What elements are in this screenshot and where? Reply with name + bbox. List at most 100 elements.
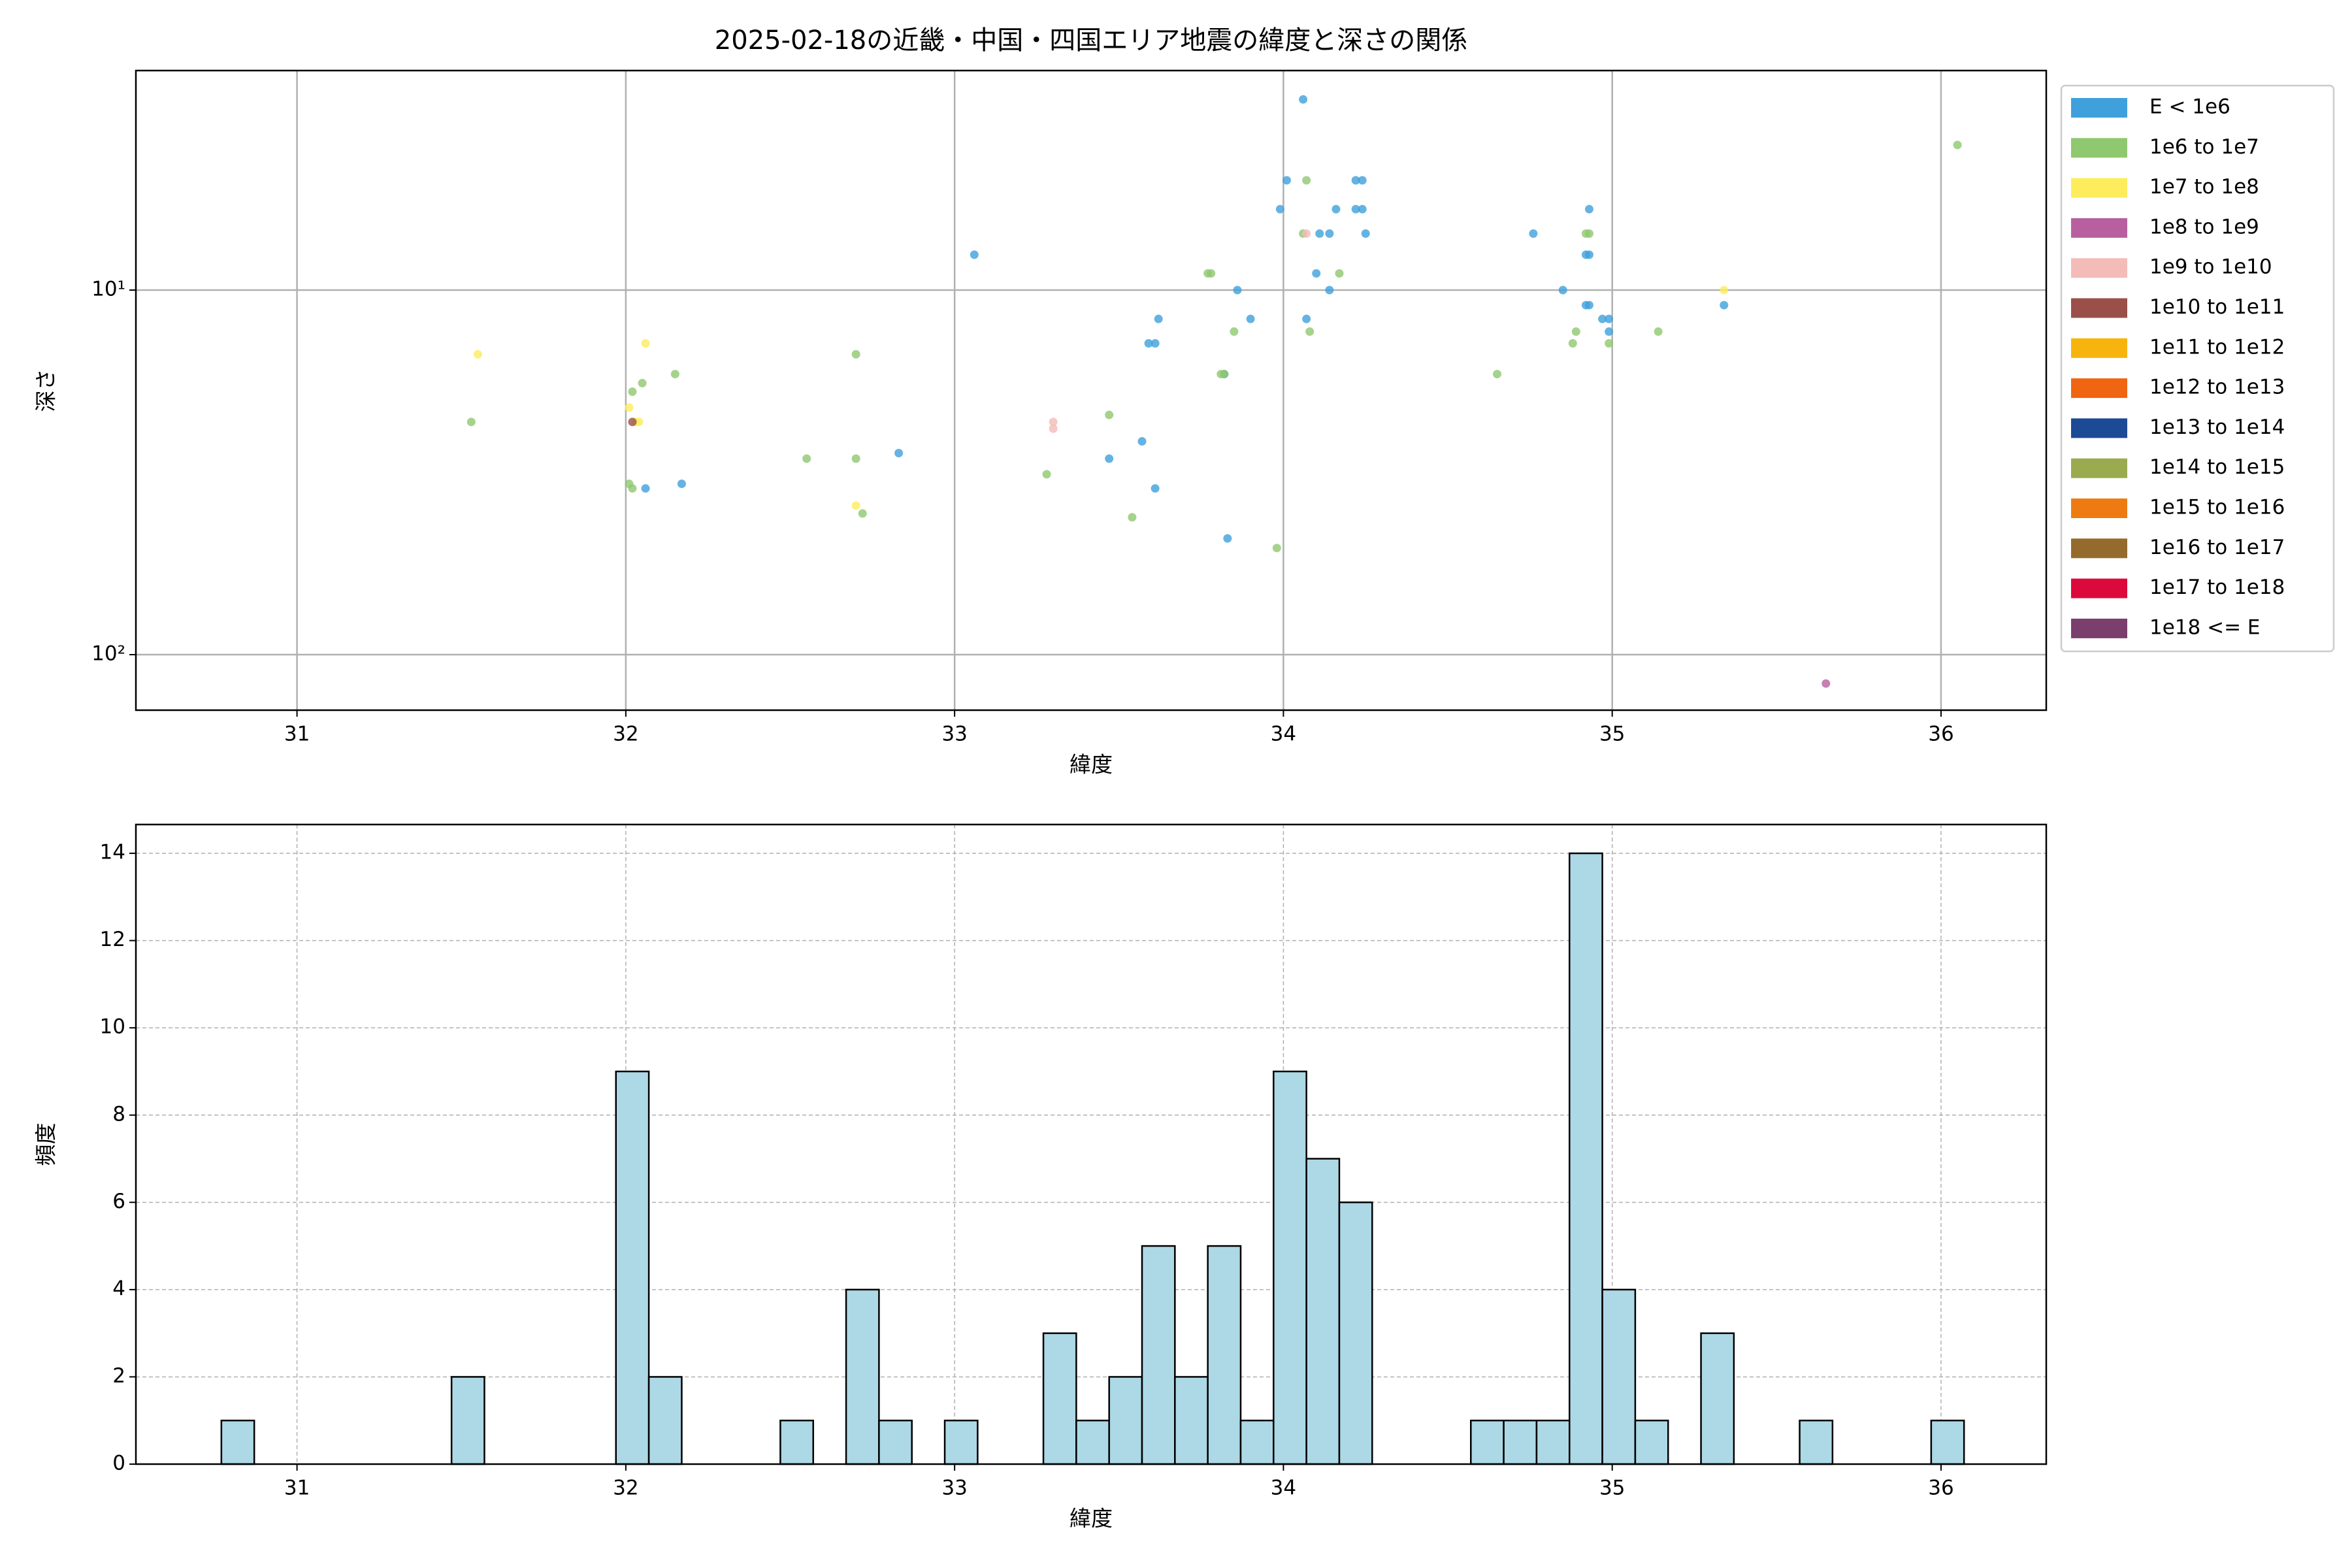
scatter-point: [1299, 95, 1308, 104]
x-axis-label: 緯度: [1070, 1506, 1113, 1531]
scatter-point: [1154, 314, 1163, 323]
scatter-point: [1151, 339, 1160, 348]
histogram-bar: [1141, 1245, 1176, 1465]
legend: E < 1e6 1e6 to 1e7 1e7 to 1e8 1e8 to 1e9 1e9…: [2060, 84, 2335, 653]
scatter-point: [628, 387, 637, 397]
scatter-point: [1605, 339, 1614, 348]
legend-swatch: [2071, 618, 2127, 638]
y-tick-label: 14: [100, 841, 125, 864]
legend-swatch: [2071, 258, 2127, 278]
scatter-point: [1568, 339, 1577, 348]
x-tick-label: 34: [1271, 723, 1296, 746]
histogram-bar: [220, 1419, 255, 1465]
y-axis-label: 深さ: [33, 369, 59, 412]
y-tick-label: 8: [112, 1102, 125, 1126]
x-tick-label: 31: [284, 1477, 310, 1500]
legend-swatch: [2071, 178, 2127, 198]
x-tick-label: 33: [941, 1477, 967, 1500]
scatter-point: [1275, 204, 1284, 214]
histogram-bar: [1042, 1332, 1077, 1465]
histogram-bar: [1503, 1419, 1538, 1465]
scatter-point: [1605, 314, 1614, 323]
legend-label: 1e7 to 1e8: [2149, 175, 2259, 199]
scatter-point: [802, 454, 811, 463]
scatter-point: [1220, 370, 1229, 379]
histogram-bar: [647, 1376, 683, 1465]
scatter-point: [858, 509, 867, 518]
x-tick-label: 36: [1928, 1477, 1953, 1500]
histogram-bar: [1338, 1201, 1373, 1465]
legend-swatch: [2071, 498, 2127, 518]
histogram-bar: [878, 1419, 913, 1465]
legend-label: 1e14 to 1e15: [2149, 455, 2285, 479]
legend-swatch: [2071, 138, 2127, 158]
scatter-point: [1305, 327, 1315, 336]
x-axis-label: 緯度: [1070, 752, 1113, 777]
y-tick-label: 10¹: [91, 277, 125, 301]
scatter-point: [1605, 327, 1614, 336]
scatter-point: [1144, 339, 1153, 348]
scatter-point: [1282, 176, 1291, 185]
scatter-point: [1584, 301, 1593, 310]
scatter-point: [625, 403, 634, 412]
scatter-point: [1493, 370, 1502, 379]
legend-label: 1e13 to 1e14: [2149, 416, 2285, 439]
legend-swatch: [2071, 418, 2127, 438]
y-tick-label: 10: [100, 1015, 125, 1039]
scatter-point: [1953, 140, 1962, 150]
scatter-point: [1302, 229, 1311, 238]
scatter-point: [1821, 679, 1831, 688]
legend-label: 1e17 to 1e18: [2149, 576, 2285, 599]
scatter-point: [1325, 286, 1334, 295]
y-axis-label: 頻度: [33, 1123, 59, 1166]
plot-frame: [135, 69, 2048, 711]
histogram-bar: [615, 1070, 650, 1465]
x-tick-label: 32: [613, 723, 638, 746]
histogram-bar: [1569, 852, 1603, 1465]
legend-label: 1e11 to 1e12: [2149, 335, 2285, 359]
scatter-point: [851, 454, 860, 463]
y-tick-label: 0: [112, 1452, 125, 1475]
legend-label: 1e10 to 1e11: [2149, 295, 2285, 319]
histogram-bar: [1799, 1419, 1834, 1465]
legend-swatch: [2071, 218, 2127, 238]
scatter-point: [1529, 229, 1538, 238]
scatter-point: [1246, 314, 1255, 323]
scatter-point: [677, 480, 686, 489]
scatter-point: [1720, 301, 1729, 310]
legend-swatch: [2071, 458, 2127, 478]
legend-swatch: [2071, 378, 2127, 399]
histogram-bar: [450, 1376, 485, 1465]
scatter-point: [1654, 327, 1663, 336]
legend-frame: [2060, 84, 2335, 653]
scatter-point: [1720, 286, 1729, 295]
histogram-bar: [1174, 1376, 1209, 1465]
scatter-point: [1571, 327, 1580, 336]
scatter-point: [1584, 250, 1593, 259]
scatter-point: [1128, 513, 1137, 522]
scatter-point: [1598, 314, 1607, 323]
histogram-bar: [1601, 1288, 1637, 1465]
histogram-bar: [779, 1419, 814, 1465]
scatter-point: [970, 250, 979, 259]
legend-label: 1e6 to 1e7: [2149, 135, 2259, 159]
scatter-point: [1105, 410, 1114, 419]
histogram-bar: [1535, 1419, 1571, 1465]
scatter-point: [1042, 470, 1051, 479]
scatter-point: [1584, 229, 1593, 238]
y-tick-label: 12: [100, 928, 125, 951]
legend-swatch: [2071, 298, 2127, 318]
scatter-point: [1302, 314, 1311, 323]
scatter-point: [1358, 176, 1367, 185]
histogram-bar: [1470, 1419, 1505, 1465]
scatter-point: [1302, 176, 1311, 185]
scatter-point: [894, 449, 904, 458]
legend-label: E < 1e6: [2149, 95, 2230, 119]
histogram-bar: [1930, 1419, 1965, 1465]
scatter-point: [628, 484, 637, 493]
histogram-bar: [1207, 1245, 1242, 1465]
scatter-point: [1584, 204, 1593, 214]
scatter-point: [638, 378, 647, 387]
y-tick-label: 4: [112, 1277, 125, 1300]
